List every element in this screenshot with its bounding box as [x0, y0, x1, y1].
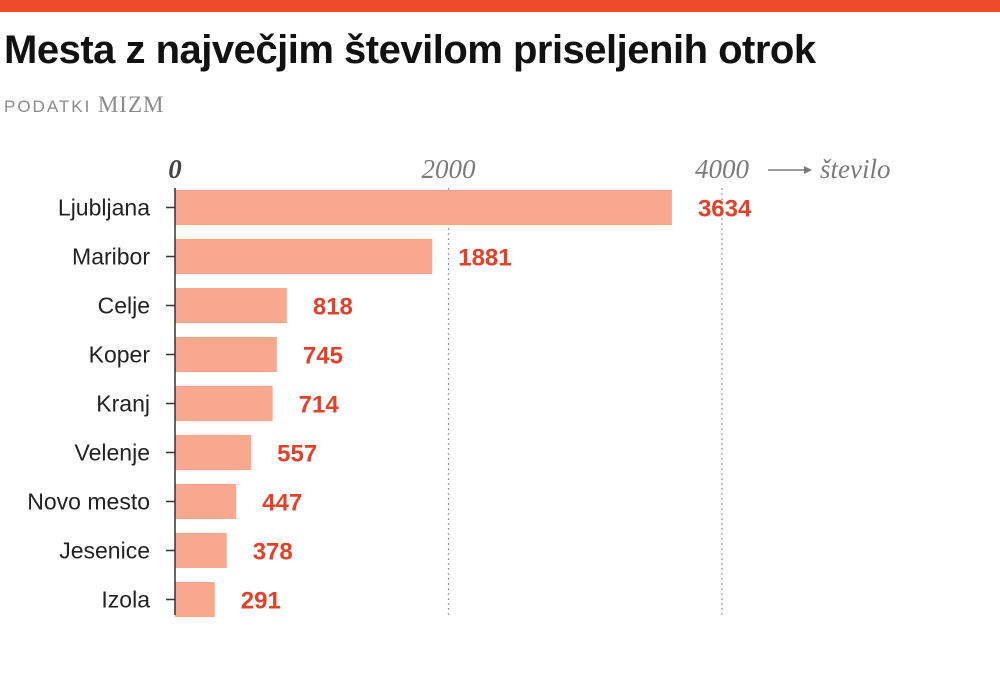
x-tick-label-0: 0: [168, 154, 182, 184]
value-label-0: 3634: [698, 196, 752, 223]
bar-7: [175, 533, 227, 568]
x-axis-label: število: [820, 154, 890, 184]
category-label-7: Jesenice: [59, 538, 150, 564]
source-name: MIZM: [97, 92, 165, 117]
x-axis-arrow-head: [804, 166, 812, 174]
bar-6: [175, 484, 237, 519]
value-label-5: 557: [277, 441, 317, 468]
bar-1: [175, 239, 433, 274]
category-label-1: Maribor: [72, 244, 150, 270]
top-accent-bar: [0, 0, 1000, 12]
value-label-3: 745: [303, 343, 343, 370]
bar-4: [175, 386, 273, 421]
bar-5: [175, 435, 252, 470]
category-label-3: Koper: [89, 342, 151, 368]
category-label-4: Kranj: [96, 391, 150, 417]
value-label-6: 447: [262, 490, 302, 517]
value-label-2: 818: [313, 294, 353, 321]
category-label-6: Novo mesto: [27, 489, 150, 515]
source-label: PODATKI: [4, 97, 92, 116]
category-label-2: Celje: [98, 293, 150, 319]
chart-title: Mesta z največjim številom priseljenih o…: [4, 28, 816, 72]
category-label-0: Ljubljana: [58, 195, 150, 221]
bar-8: [175, 582, 215, 617]
bar-3: [175, 337, 277, 372]
category-label-8: Izola: [101, 587, 150, 613]
source-line: PODATKI MIZM: [4, 92, 164, 118]
value-label-4: 714: [299, 392, 340, 419]
value-label-8: 291: [241, 588, 281, 615]
x-tick-label-4000: 4000: [695, 154, 750, 184]
value-label-1: 1881: [458, 245, 511, 272]
bar-2: [175, 288, 287, 323]
category-label-5: Velenje: [75, 440, 150, 466]
bar-0: [175, 190, 672, 225]
x-tick-label-2000: 2000: [422, 154, 477, 184]
value-label-7: 378: [253, 539, 293, 566]
